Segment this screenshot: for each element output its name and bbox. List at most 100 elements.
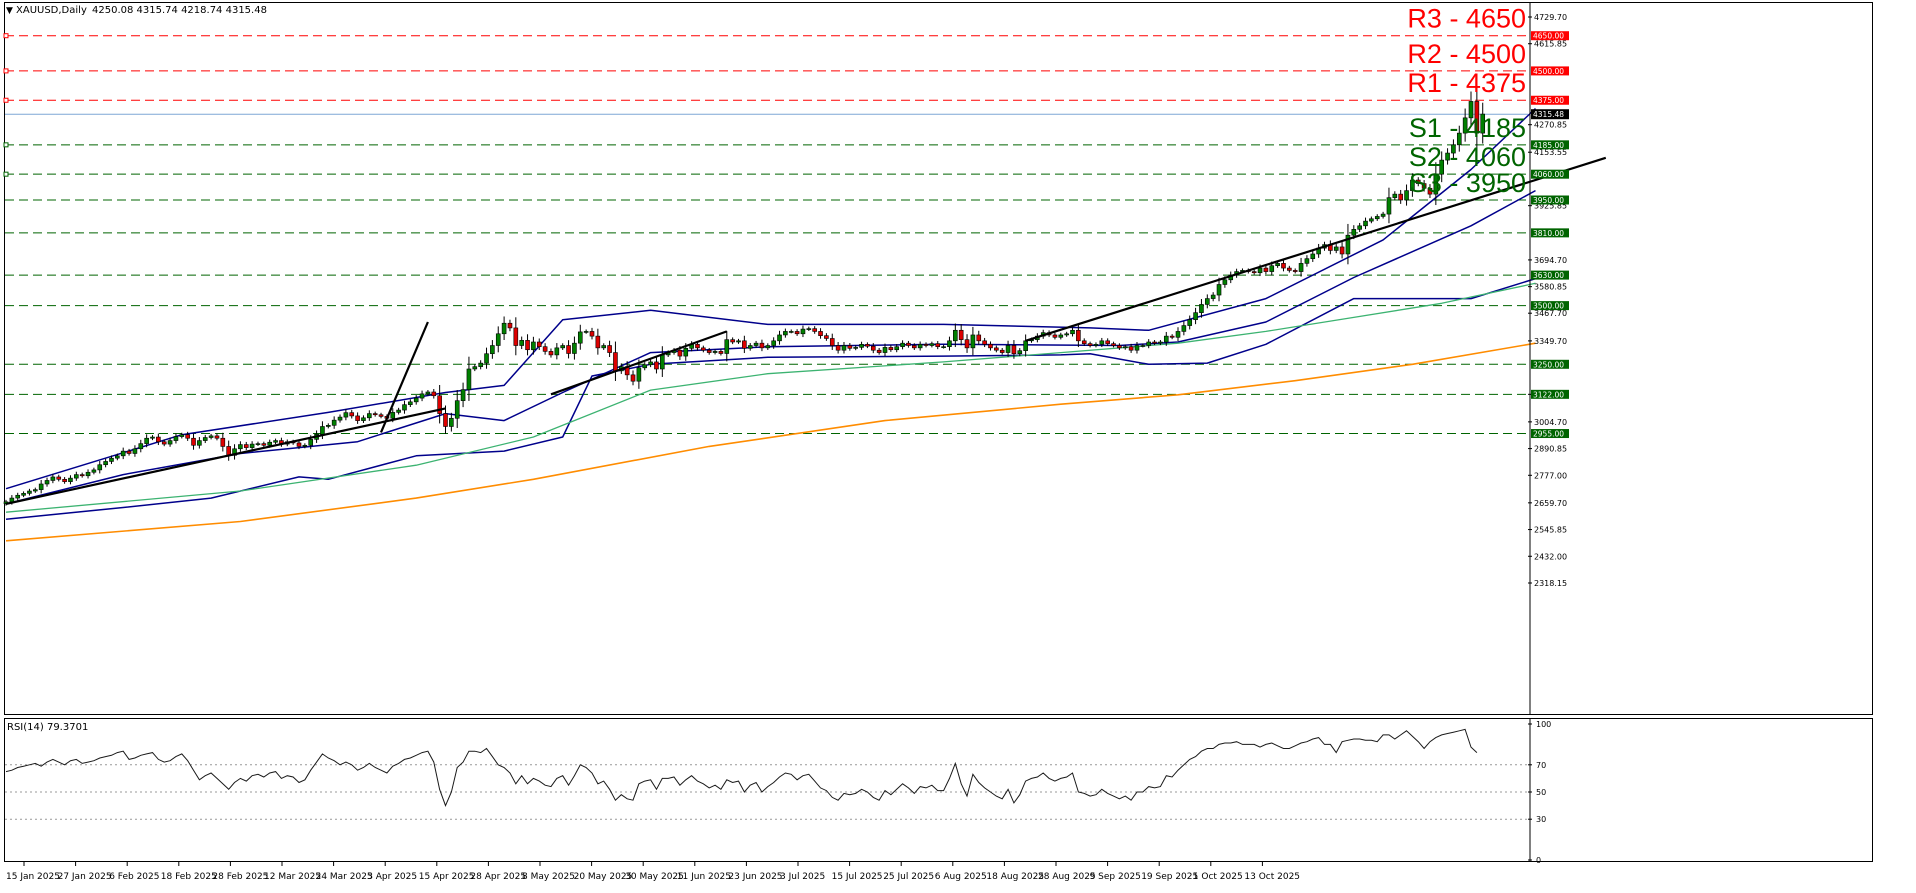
bear-candle bbox=[378, 414, 384, 417]
bear-candle bbox=[214, 435, 220, 439]
rsi-tick-label: 100 bbox=[1536, 720, 1551, 729]
bull-candle bbox=[1433, 173, 1439, 195]
bear-candle bbox=[847, 345, 853, 349]
bull-candle bbox=[501, 322, 507, 335]
bull-candle bbox=[783, 331, 788, 336]
rsi-line bbox=[5, 728, 1478, 807]
time-tick-label: 15 Jan 2025 bbox=[6, 872, 60, 882]
bull-candle bbox=[103, 461, 108, 466]
bollinger-upper-line bbox=[5, 107, 1537, 490]
bull-candle bbox=[894, 346, 900, 351]
bull-candle bbox=[1456, 132, 1462, 146]
bear-candle bbox=[999, 349, 1005, 353]
bull-candle bbox=[788, 331, 794, 333]
bull-candle bbox=[941, 346, 946, 348]
bull-candle bbox=[1439, 159, 1444, 175]
bull-candle bbox=[1404, 190, 1409, 201]
price-tick-label: 3349.70 bbox=[1534, 337, 1567, 346]
bull-candle bbox=[636, 367, 642, 382]
bull-candle bbox=[50, 476, 56, 481]
bull-candle bbox=[1345, 234, 1351, 255]
bear-candle bbox=[220, 437, 226, 447]
bear-candle bbox=[706, 349, 712, 353]
level-marker bbox=[3, 171, 9, 177]
rsi-tick-label: 50 bbox=[1536, 788, 1546, 797]
bull-candle bbox=[1193, 312, 1198, 320]
bull-candle bbox=[1374, 216, 1380, 220]
bull-candle bbox=[27, 490, 32, 494]
bull-candle bbox=[91, 469, 97, 473]
trendline-line bbox=[5, 407, 446, 505]
support-level-label: S2 - 4060 bbox=[1409, 142, 1526, 172]
bear-candle bbox=[718, 351, 724, 354]
bull-candle bbox=[1064, 333, 1069, 336]
bull-candle bbox=[115, 455, 120, 459]
bull-candle bbox=[85, 471, 91, 477]
level-tags: 4650.00 4500.00 4375.00 4185.00 4060.00 3950.… bbox=[1531, 31, 1569, 439]
bear-candle bbox=[1076, 329, 1081, 342]
bear-candle bbox=[1087, 343, 1093, 346]
bull-candle bbox=[325, 425, 331, 427]
bear-candle bbox=[829, 338, 835, 346]
time-tick-label: 27 Jan 2025 bbox=[58, 872, 112, 882]
bull-candle bbox=[947, 340, 952, 347]
bear-candle bbox=[161, 441, 167, 445]
bull-candle bbox=[202, 437, 208, 441]
support-price-tag bbox=[1531, 169, 1569, 179]
bull-candle bbox=[167, 440, 173, 445]
support-price-tag bbox=[1531, 301, 1569, 311]
bull-candle bbox=[466, 368, 472, 390]
bull-candle bbox=[1158, 341, 1163, 344]
bull-candle bbox=[1392, 193, 1398, 198]
bull-candle bbox=[1070, 329, 1075, 335]
bear-candle bbox=[994, 347, 999, 351]
support-price-tag bbox=[1531, 359, 1569, 369]
bear-candle bbox=[542, 346, 548, 352]
bull-candle bbox=[683, 348, 689, 357]
bear-candle bbox=[759, 342, 765, 349]
bull-candle bbox=[800, 328, 806, 335]
bull-candle bbox=[308, 439, 314, 446]
support-price-tag-text: 4185.00 bbox=[1533, 141, 1564, 150]
time-tick-label: 11 Jun 2025 bbox=[677, 872, 731, 882]
collapse-triangle-icon[interactable]: ▼ bbox=[6, 6, 13, 16]
rsi-panel-frame bbox=[4, 718, 1873, 862]
bull-candle bbox=[21, 493, 26, 496]
trendlines bbox=[5, 156, 1607, 505]
bull-candle bbox=[1210, 294, 1216, 299]
bear-candle bbox=[185, 434, 190, 439]
rsi-title: RSI(14) 79.3701 bbox=[7, 722, 88, 733]
bull-candle bbox=[1269, 265, 1275, 272]
bear-candle bbox=[1169, 335, 1175, 338]
bull-candle bbox=[120, 450, 126, 457]
bear-candle bbox=[1052, 334, 1058, 338]
bull-candle bbox=[1222, 279, 1228, 285]
bull-candle bbox=[68, 477, 73, 482]
bear-candle bbox=[976, 334, 982, 342]
bull-candle bbox=[917, 344, 923, 349]
support-level-label: S1 - 4185 bbox=[1409, 113, 1526, 143]
bull-candle bbox=[449, 417, 454, 427]
rsi-tick-label: 70 bbox=[1536, 761, 1546, 770]
bull-candle bbox=[144, 437, 149, 444]
bull-candle bbox=[179, 434, 185, 437]
bear-candle bbox=[835, 345, 841, 351]
time-tick-label: 15 Jul 2025 bbox=[832, 872, 883, 882]
bull-candle bbox=[255, 443, 261, 445]
support-price-tag-text: 3122.00 bbox=[1533, 390, 1564, 399]
bull-candle bbox=[132, 448, 138, 454]
price-axis: 4729.70 4615.85 4270.85 4153.55 3925.85 3694.… bbox=[1528, 2, 1567, 715]
support-price-tag bbox=[1531, 270, 1569, 280]
bull-candle bbox=[753, 342, 759, 346]
time-tick-label: 13 Oct 2025 bbox=[1244, 872, 1300, 882]
bull-candle bbox=[1451, 144, 1456, 154]
resistance-price-tag bbox=[1531, 95, 1569, 105]
bull-candle bbox=[1163, 335, 1169, 343]
bear-candle bbox=[1339, 246, 1345, 255]
bear-candle bbox=[818, 331, 823, 336]
bear-candle bbox=[824, 335, 829, 339]
current-price-tag-text: 4315.48 bbox=[1533, 110, 1564, 119]
bear-candle bbox=[911, 345, 917, 349]
bull-candle bbox=[806, 328, 812, 330]
